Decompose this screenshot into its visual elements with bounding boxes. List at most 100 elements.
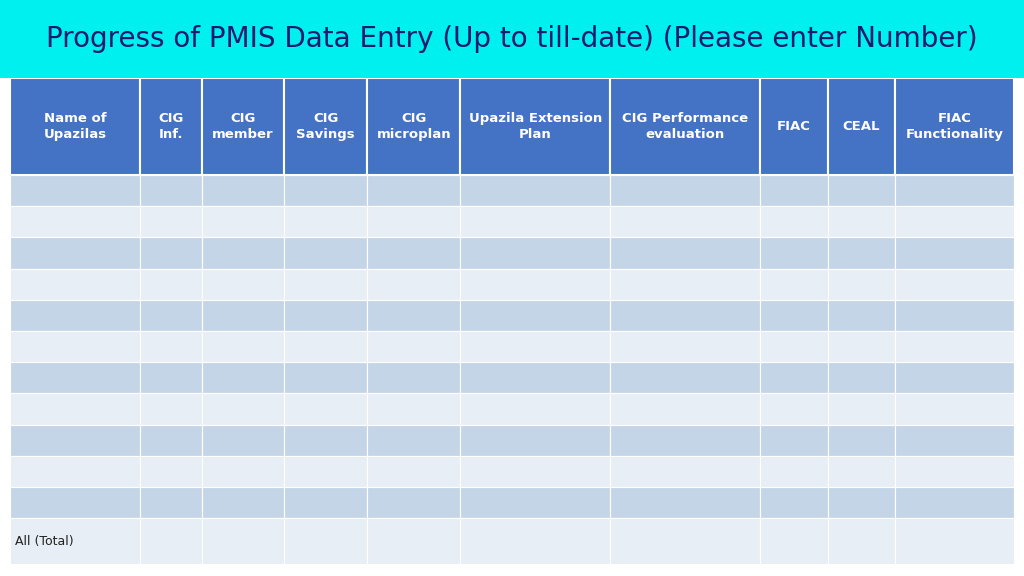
- Bar: [368, 78, 460, 175]
- Bar: [10, 175, 139, 206]
- Bar: [10, 268, 139, 300]
- Bar: [202, 175, 285, 206]
- Bar: [139, 268, 202, 300]
- Bar: [10, 78, 139, 175]
- Bar: [895, 425, 1014, 456]
- Bar: [895, 300, 1014, 331]
- Bar: [610, 237, 760, 268]
- Bar: [460, 300, 610, 331]
- Text: CIG
microplan: CIG microplan: [377, 112, 451, 141]
- Bar: [202, 331, 285, 362]
- Bar: [139, 487, 202, 518]
- Bar: [760, 487, 827, 518]
- Bar: [285, 331, 368, 362]
- Bar: [285, 78, 368, 175]
- Bar: [610, 206, 760, 237]
- Bar: [460, 78, 610, 175]
- Bar: [895, 487, 1014, 518]
- Bar: [285, 393, 368, 425]
- Bar: [760, 206, 827, 237]
- Text: CIG
member: CIG member: [212, 112, 273, 141]
- Bar: [285, 206, 368, 237]
- Bar: [827, 518, 895, 564]
- Bar: [368, 425, 460, 456]
- Bar: [368, 362, 460, 393]
- Bar: [895, 362, 1014, 393]
- Bar: [368, 268, 460, 300]
- Bar: [10, 425, 139, 456]
- Bar: [202, 362, 285, 393]
- Bar: [202, 237, 285, 268]
- Bar: [139, 237, 202, 268]
- Bar: [460, 393, 610, 425]
- Bar: [10, 456, 139, 487]
- Bar: [760, 518, 827, 564]
- Bar: [760, 300, 827, 331]
- Text: Name of
Upazilas: Name of Upazilas: [43, 112, 106, 141]
- Bar: [368, 175, 460, 206]
- Bar: [895, 393, 1014, 425]
- Bar: [10, 237, 139, 268]
- Bar: [760, 175, 827, 206]
- Bar: [368, 393, 460, 425]
- Bar: [610, 456, 760, 487]
- Bar: [202, 425, 285, 456]
- Text: CEAL: CEAL: [843, 120, 880, 133]
- Bar: [139, 425, 202, 456]
- Text: FIAC: FIAC: [777, 120, 811, 133]
- Bar: [139, 78, 202, 175]
- Bar: [285, 300, 368, 331]
- Bar: [827, 78, 895, 175]
- Bar: [460, 331, 610, 362]
- Bar: [285, 268, 368, 300]
- Bar: [827, 175, 895, 206]
- Bar: [368, 331, 460, 362]
- Bar: [285, 518, 368, 564]
- Bar: [460, 456, 610, 487]
- Text: Upazila Extension
Plan: Upazila Extension Plan: [469, 112, 602, 141]
- Bar: [895, 456, 1014, 487]
- Bar: [368, 487, 460, 518]
- Bar: [202, 268, 285, 300]
- Bar: [895, 237, 1014, 268]
- Bar: [895, 78, 1014, 175]
- Bar: [610, 175, 760, 206]
- Bar: [10, 487, 139, 518]
- Bar: [139, 456, 202, 487]
- Text: CIG Performance
evaluation: CIG Performance evaluation: [623, 112, 749, 141]
- Text: CIG
Savings: CIG Savings: [297, 112, 355, 141]
- Bar: [760, 237, 827, 268]
- Bar: [827, 331, 895, 362]
- Bar: [610, 300, 760, 331]
- Bar: [139, 331, 202, 362]
- Bar: [895, 518, 1014, 564]
- Bar: [139, 362, 202, 393]
- Bar: [460, 425, 610, 456]
- Bar: [10, 206, 139, 237]
- Bar: [10, 393, 139, 425]
- Bar: [895, 331, 1014, 362]
- Bar: [202, 456, 285, 487]
- Bar: [610, 487, 760, 518]
- Bar: [460, 237, 610, 268]
- Bar: [460, 362, 610, 393]
- Bar: [760, 425, 827, 456]
- Bar: [139, 206, 202, 237]
- Bar: [202, 78, 285, 175]
- Bar: [285, 362, 368, 393]
- Text: Progress of PMIS Data Entry (Up to till-date) (Please enter Number): Progress of PMIS Data Entry (Up to till-…: [46, 25, 978, 53]
- Text: FIAC
Functionality: FIAC Functionality: [905, 112, 1004, 141]
- Bar: [202, 206, 285, 237]
- Bar: [285, 237, 368, 268]
- Text: All (Total): All (Total): [15, 535, 74, 548]
- Bar: [368, 518, 460, 564]
- Bar: [10, 300, 139, 331]
- Bar: [827, 268, 895, 300]
- Bar: [368, 456, 460, 487]
- Bar: [610, 331, 760, 362]
- Bar: [610, 425, 760, 456]
- Bar: [760, 268, 827, 300]
- Bar: [460, 206, 610, 237]
- Bar: [10, 331, 139, 362]
- Bar: [827, 393, 895, 425]
